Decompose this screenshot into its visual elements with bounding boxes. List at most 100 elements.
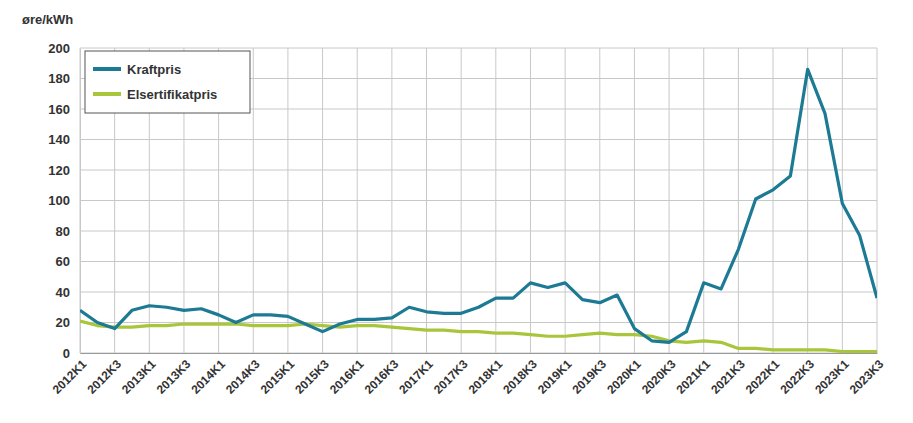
grid-line-x — [495, 48, 496, 353]
y-tick-label: 100 — [48, 193, 70, 208]
x-tick-label: 2020K1 — [604, 357, 644, 397]
x-tick: 2016K3 — [362, 353, 402, 397]
x-tick-label: 2020K3 — [639, 357, 679, 397]
legend-label: Elsertifikatpris — [127, 87, 217, 102]
grid-line-x — [461, 48, 462, 353]
grid-line-x — [703, 48, 704, 353]
x-tick-label: 2015K1 — [258, 357, 298, 397]
grid — [80, 48, 877, 353]
grid-line-y — [80, 170, 877, 171]
series-line — [80, 321, 877, 352]
y-tick-label: 160 — [48, 102, 70, 117]
grid-line-x — [391, 48, 392, 353]
x-tick: 2019K3 — [570, 353, 610, 397]
grid-line-x — [634, 48, 635, 353]
x-tick-label: 2017K1 — [396, 357, 436, 397]
x-tick: 2014K3 — [223, 353, 263, 397]
grid-line-y — [80, 139, 877, 140]
grid-line-x — [599, 48, 600, 353]
x-tick-label: 2022K3 — [777, 357, 817, 397]
y-tick-label: 40 — [56, 285, 70, 300]
x-tick: 2021K1 — [674, 353, 714, 397]
x-tick-label: 2012K3 — [84, 357, 124, 397]
x-tick: 2018K3 — [500, 353, 540, 397]
x-tick: 2020K1 — [604, 353, 644, 397]
y-tick: 40 — [56, 285, 80, 300]
x-tick-label: 2018K1 — [466, 357, 506, 397]
y-tick: 20 — [56, 315, 80, 330]
x-tick-label: 2018K3 — [500, 357, 540, 397]
x-tick-label: 2013K3 — [154, 357, 194, 397]
x-tick: 2021K3 — [708, 353, 748, 397]
x-tick-label: 2016K1 — [327, 357, 367, 397]
y-tick-label: 80 — [56, 224, 70, 239]
x-tick: 2012K3 — [84, 353, 124, 397]
y-axis-line — [80, 49, 81, 354]
legend: Kraftpris Elsertifikatpris — [85, 51, 250, 113]
x-tick: 2015K3 — [292, 353, 332, 397]
x-tick: 2017K1 — [396, 353, 436, 397]
chart: 0204060801001201401601802002012K12012K32… — [0, 0, 913, 423]
grid-line-x — [738, 48, 739, 353]
x-tick-label: 2014K1 — [188, 357, 228, 397]
y-tick: 120 — [48, 163, 80, 178]
x-axis-line — [81, 353, 878, 354]
y-tick: 60 — [56, 254, 80, 269]
y-tick-label: 0 — [63, 346, 70, 361]
grid-line-x — [357, 48, 358, 353]
y-tick: 200 — [48, 41, 80, 56]
grid-line-x — [669, 48, 670, 353]
grid-line-x — [287, 48, 288, 353]
grid-line-x — [80, 48, 81, 353]
x-tick: 2022K1 — [743, 353, 783, 397]
y-tick-label: 180 — [48, 71, 70, 86]
x-tick-label: 2015K3 — [292, 357, 332, 397]
y-tick-label: 140 — [48, 132, 70, 147]
x-tick-label: 2016K3 — [362, 357, 402, 397]
grid-line-x — [773, 48, 774, 353]
x-tick-label: 2014K3 — [223, 357, 263, 397]
y-tick-label: 20 — [56, 315, 70, 330]
grid-line-y — [80, 200, 877, 201]
x-tick-label: 2023K1 — [812, 357, 852, 397]
x-tick-label: 2013K1 — [119, 357, 159, 397]
legend-swatch — [93, 92, 121, 96]
x-tick-label: 2022K1 — [743, 357, 783, 397]
x-tick: 2019K1 — [535, 353, 575, 397]
grid-line-x — [322, 48, 323, 353]
y-axis-title: øre/kWh — [22, 12, 73, 27]
x-tick-label: 2019K3 — [570, 357, 610, 397]
y-tick-label: 120 — [48, 163, 70, 178]
grid-line-y — [80, 48, 877, 49]
x-tick: 2013K1 — [119, 353, 159, 397]
grid-line-y — [80, 353, 877, 354]
legend-swatch — [93, 67, 121, 71]
x-tick: 2023K1 — [812, 353, 852, 397]
grid-line-x — [877, 48, 878, 353]
x-tick: 2016K1 — [327, 353, 367, 397]
y-tick: 100 — [48, 193, 80, 208]
grid-line-x — [530, 48, 531, 353]
x-axis: 2012K12012K32013K12013K32014K12014K32015… — [50, 353, 887, 397]
grid-line-x — [253, 48, 254, 353]
x-tick: 2022K3 — [777, 353, 817, 397]
x-tick-label: 2023K3 — [847, 357, 887, 397]
x-tick: 2018K1 — [466, 353, 506, 397]
x-tick: 2015K1 — [258, 353, 298, 397]
x-tick: 2017K3 — [431, 353, 471, 397]
legend-label: Kraftpris — [127, 62, 181, 77]
grid-line-x — [565, 48, 566, 353]
y-tick-label: 60 — [56, 254, 70, 269]
y-axis: 0 20 40 60 80 100 120 140 160 180 200 — [48, 41, 80, 361]
grid-line-y — [80, 292, 877, 293]
grid-line-x — [426, 48, 427, 353]
y-tick: 140 — [48, 132, 80, 147]
x-tick-label: 2012K1 — [50, 357, 90, 397]
x-tick: 2023K3 — [847, 353, 887, 397]
x-tick: 2020K3 — [639, 353, 679, 397]
y-tick: 180 — [48, 71, 80, 86]
grid-line-y — [80, 231, 877, 232]
x-tick-label: 2021K1 — [674, 357, 714, 397]
x-tick: 2013K3 — [154, 353, 194, 397]
x-tick-label: 2019K1 — [535, 357, 575, 397]
